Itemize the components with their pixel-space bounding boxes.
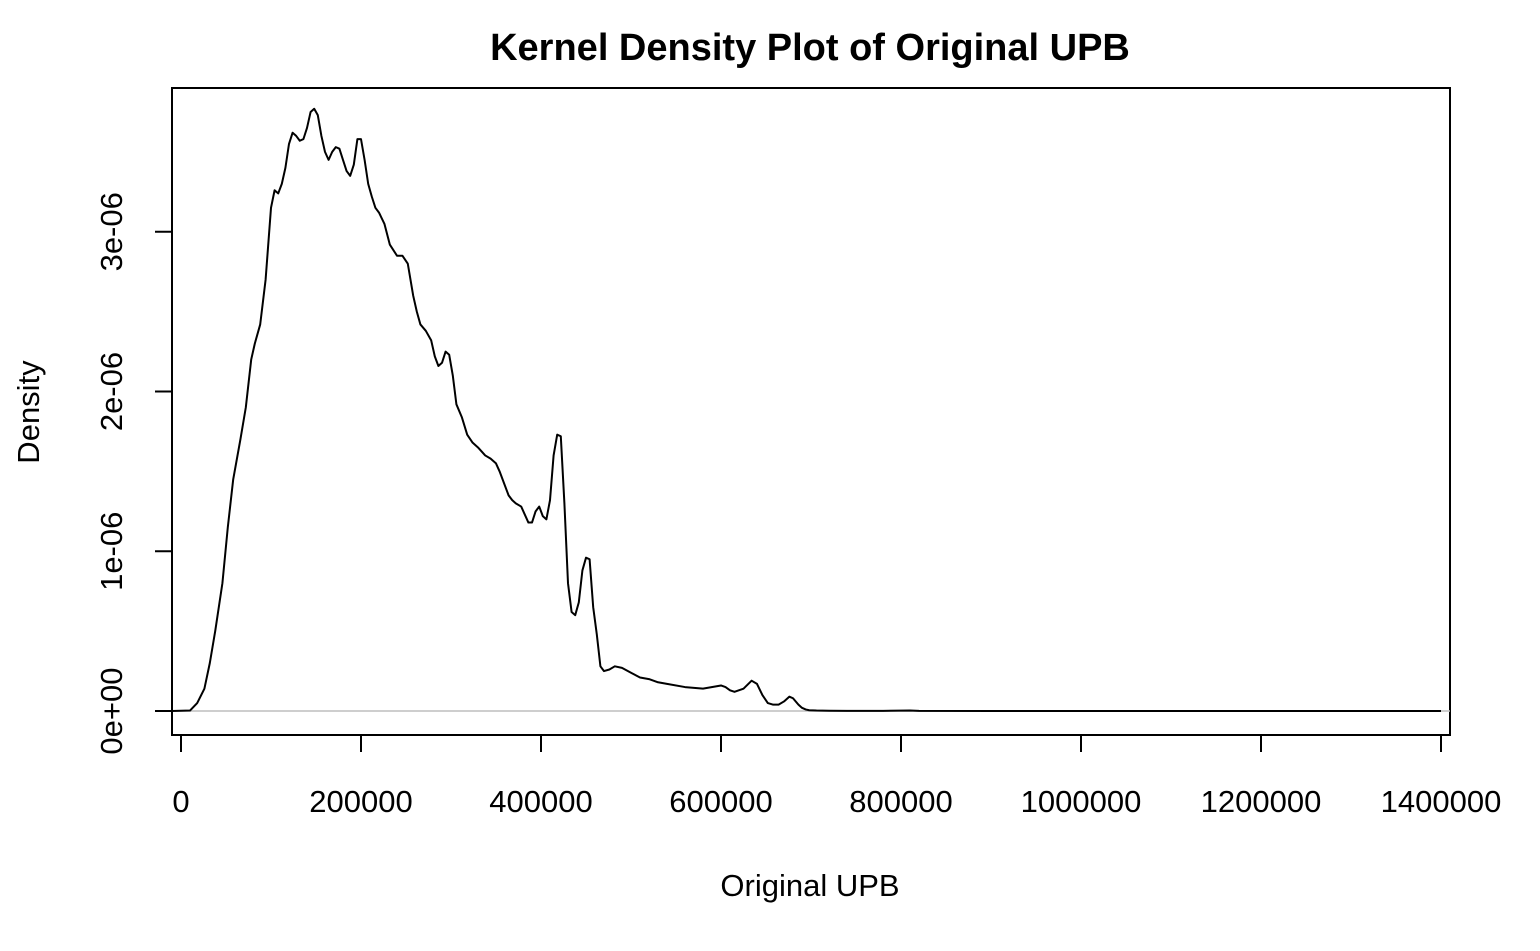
chart-title: Kernel Density Plot of Original UPB	[490, 27, 1130, 69]
y-tick-label: 2e-06	[94, 352, 129, 431]
x-tick-label: 600000	[669, 784, 772, 819]
y-tick-label: 1e-06	[94, 512, 129, 591]
x-tick-label: 200000	[309, 784, 412, 819]
y-tick-label: 3e-06	[94, 192, 129, 271]
plot-frame	[171, 87, 1451, 736]
x-tick-label: 1000000	[1021, 784, 1142, 819]
x-axis: 0 200000 400000 600000 800000 1000000 1200000 1…	[172, 734, 1502, 819]
x-axis-label: Original UPB	[720, 868, 899, 903]
density-curve	[171, 107, 1441, 713]
x-tick-label: 0	[172, 784, 189, 819]
y-tick-label: 0e+00	[94, 668, 129, 755]
y-axis-label: Density	[11, 360, 46, 464]
x-tick-label: 1400000	[1381, 784, 1502, 819]
y-axis: 0e+00 1e-06 2e-06 3e-06	[94, 192, 173, 755]
x-tick-label: 1200000	[1201, 784, 1322, 819]
x-tick-label: 800000	[849, 784, 952, 819]
x-tick-label: 400000	[489, 784, 592, 819]
